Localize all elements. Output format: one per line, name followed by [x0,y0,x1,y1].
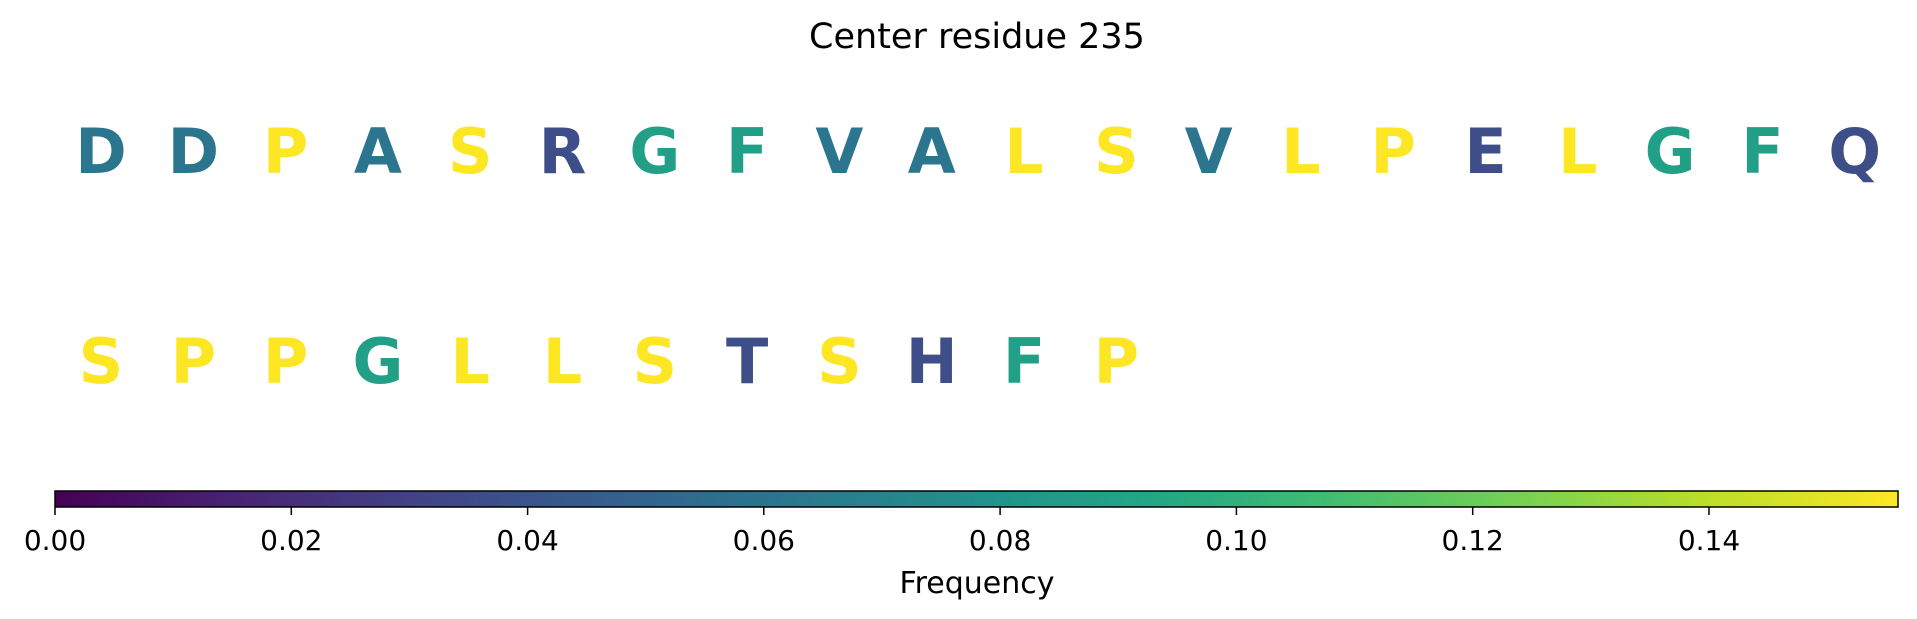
chart-title: Center residue 235 [809,17,1145,57]
colorbar-tick-label: 0.00 [24,524,86,557]
colorbar-tick-label: 0.02 [260,524,322,557]
residue-letter: S [632,325,677,398]
residue-letter: G [629,115,680,188]
residue-letter: H [906,325,958,398]
colorbar-tick-label: 0.06 [733,524,795,557]
colorbar: 0.00 0.02 0.04 0.06 0.08 0.10 0.12 0.14 [24,490,1899,557]
residue-letter: S [79,325,124,398]
residue-letter: R [539,115,587,188]
residue-letter: P [1370,115,1415,188]
colorbar-ticks: 0.00 0.02 0.04 0.06 0.08 0.10 0.12 0.14 [24,507,1740,557]
residue-letter: A [354,115,402,188]
colorbar-axis-label: Frequency [900,566,1055,601]
residue-letter: P [263,325,308,398]
residue-letter: S [1094,115,1139,188]
residue-letter: V [1185,115,1233,188]
residue-letter: F [1741,115,1783,188]
residue-letter: L [450,325,490,398]
residue-letter: T [726,325,768,398]
residue-letter: Q [1828,115,1881,188]
colorbar-gradient [55,491,1898,507]
colorbar-tick-label: 0.08 [969,524,1031,557]
residue-letter: L [1281,115,1321,188]
residue-letter: L [1004,115,1044,188]
residue-letter: E [1464,115,1506,188]
residue-letter: S [817,325,862,398]
residue-letter: V [815,115,863,188]
colorbar-tick-label: 0.10 [1205,524,1267,557]
colorbar-tick-label: 0.14 [1678,524,1740,557]
residue-letter: A [908,115,956,188]
residue-letter: P [263,115,308,188]
residue-letter: F [1003,325,1045,398]
residue-letter: P [171,325,216,398]
residue-rows: D D P A S R G F V A L S V L P E L G F QS P P G L L S T S H F P [75,115,1881,398]
colorbar-tick-label: 0.12 [1442,524,1504,557]
residue-letter: D [75,115,126,188]
residue-letter: F [726,115,768,188]
residue-letter: L [543,325,583,398]
residue-letter: G [352,325,403,398]
residue-letter: G [1645,115,1696,188]
colorbar-frame [54,490,1899,508]
residue-letter: P [1094,325,1139,398]
residue-letter: D [168,115,219,188]
colorbar-tick-label: 0.04 [496,524,558,557]
residue-letter: L [1558,115,1598,188]
residue-letter: S [448,115,493,188]
